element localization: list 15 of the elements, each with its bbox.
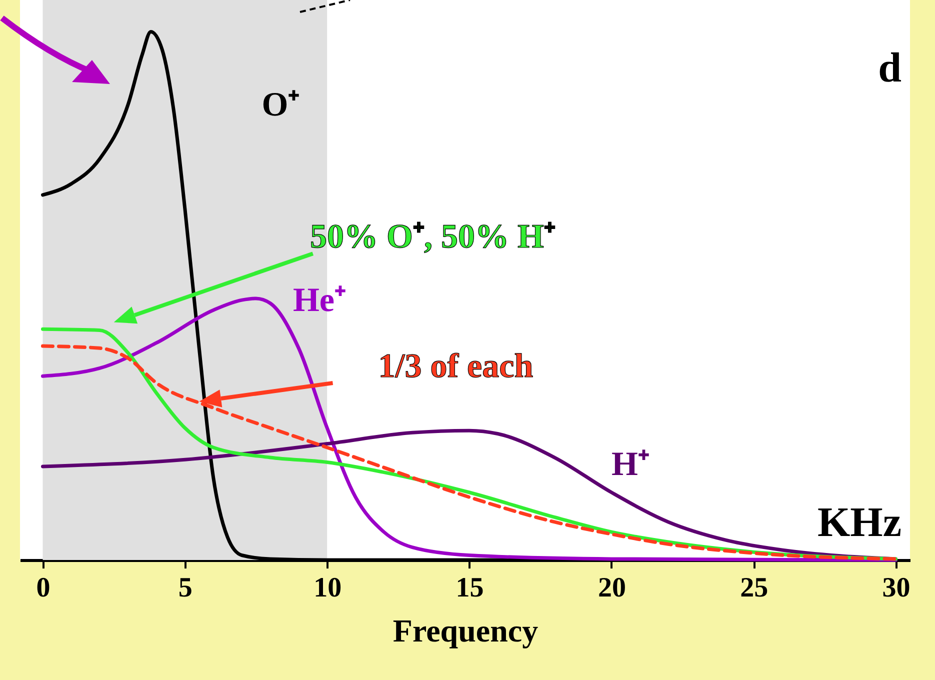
x-axis-title: Frequency xyxy=(392,612,538,648)
text: O⁺ xyxy=(262,86,300,124)
series-label: He⁺ xyxy=(292,282,346,320)
x-tick-label: 10 xyxy=(314,572,342,604)
x-tick-label: 15 xyxy=(456,572,484,604)
x-tick-label: 0 xyxy=(36,572,50,604)
series-label: H⁺ xyxy=(611,446,649,483)
x-tick-label: 30 xyxy=(882,572,910,604)
x-tick-label: 25 xyxy=(740,572,768,604)
x-tick-label: 20 xyxy=(598,572,626,604)
annotation: d xyxy=(878,46,902,92)
x-tick-label: 5 xyxy=(178,572,192,604)
text: 1/3 of each xyxy=(378,348,534,386)
text: 50% O⁺, 50% H⁺ xyxy=(310,218,555,256)
annotation: KHz xyxy=(817,500,902,546)
